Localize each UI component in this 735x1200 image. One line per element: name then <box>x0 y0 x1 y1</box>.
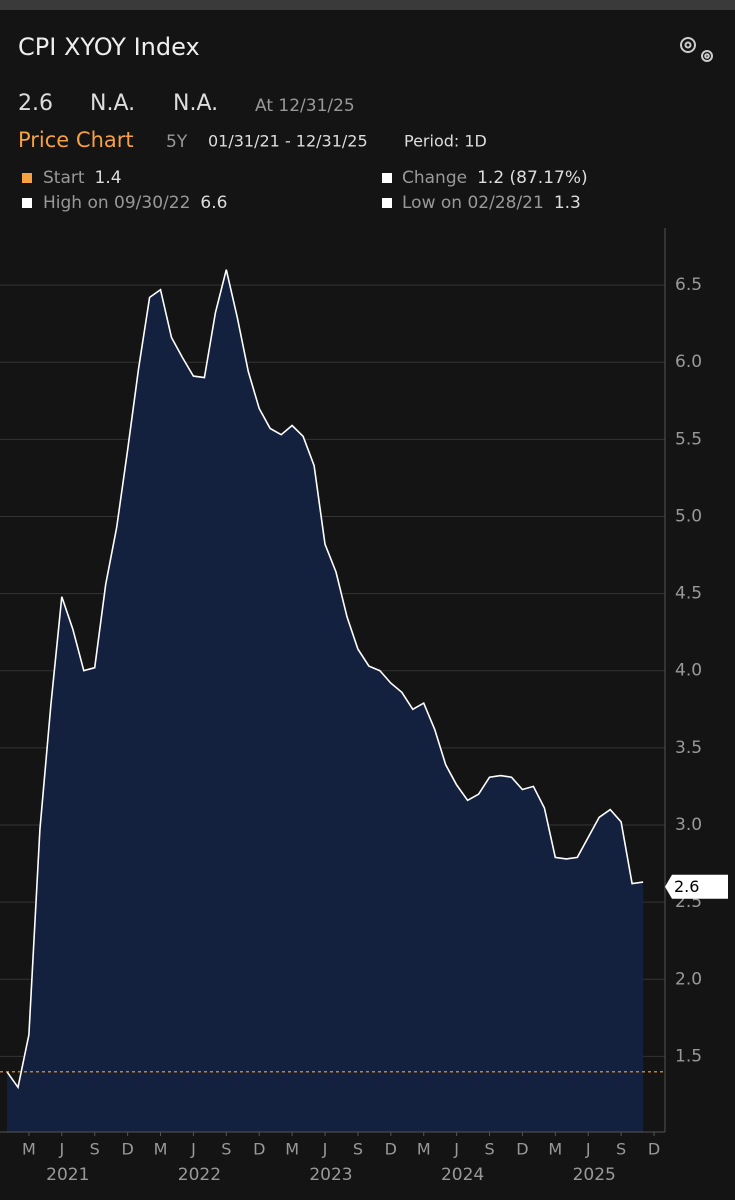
y-tick-label: 4.0 <box>675 661 702 681</box>
as-of: At 12/31/25 <box>255 96 355 116</box>
x-year-label: 2021 <box>46 1165 89 1185</box>
stat: Low on 02/28/21 1.3 <box>402 193 581 213</box>
x-tick-label: D <box>385 1140 397 1159</box>
x-year-label: 2024 <box>441 1165 484 1185</box>
y-tick-label: 4.5 <box>675 584 702 604</box>
x-tick-label: S <box>90 1140 100 1159</box>
period: Period: 1D <box>404 132 487 151</box>
x-tick-label: M <box>417 1140 431 1159</box>
bullet <box>22 198 32 208</box>
y-tick-label: 1.5 <box>675 1046 702 1066</box>
stat: Change 1.2 (87.17%) <box>402 168 588 188</box>
y-tick-label: 3.0 <box>675 815 702 835</box>
x-tick-label: S <box>484 1140 494 1159</box>
title: CPI XYOY Index <box>18 33 200 61</box>
x-tick-label: D <box>253 1140 265 1159</box>
x-tick-label: D <box>516 1140 528 1159</box>
y-tick-label: 5.5 <box>675 429 702 449</box>
y-tick-label: 5.0 <box>675 506 702 526</box>
date-range: 01/31/21 - 12/31/25 <box>208 132 368 151</box>
line <box>6 269 644 1090</box>
y-tick-label: 6.0 <box>675 352 702 372</box>
x-tick-label: J <box>58 1140 64 1159</box>
area <box>7 269 644 1132</box>
y-tick-label: 6.5 <box>675 275 702 295</box>
x-year-label: 2022 <box>178 1165 221 1185</box>
bullet <box>22 173 32 183</box>
stat-label: High on 09/30/22 <box>43 193 190 213</box>
net-change: N.A. <box>90 91 135 116</box>
stat-label: Low on 02/28/21 <box>402 193 544 213</box>
y-tick-label: 2.0 <box>675 969 702 989</box>
pct-change: N.A. <box>173 91 218 116</box>
x-tick-label: J <box>190 1140 196 1159</box>
plot: 1.52.02.53.03.54.04.55.05.56.06.5M J S D M J S… <box>0 228 728 1185</box>
stat-value: 1.2 (87.17%) <box>477 168 588 188</box>
x-tick-label: J <box>585 1140 591 1159</box>
stat-label: Change <box>402 168 467 188</box>
chart-label[interactable]: Price Chart <box>18 128 134 152</box>
stat: High on 09/30/22 6.6 <box>43 193 227 213</box>
x-tick-label: M <box>154 1140 168 1159</box>
x-tick-label: M <box>548 1140 562 1159</box>
last-value-tag-label: 2.6 <box>674 877 699 896</box>
y-tick-label: 3.5 <box>675 738 702 758</box>
x-tick-label: J <box>453 1140 459 1159</box>
bullet <box>382 198 392 208</box>
stat-label: Start <box>43 168 85 188</box>
x-tick-label: D <box>648 1140 660 1159</box>
x-tick-label: S <box>616 1140 626 1159</box>
last-value-tag <box>665 874 728 899</box>
x-tick-label: M <box>285 1140 299 1159</box>
stat-value: 1.4 <box>95 168 122 188</box>
stat-value: 6.6 <box>200 193 227 213</box>
stat-value: 1.3 <box>554 193 581 213</box>
top-strip <box>0 0 735 10</box>
x-year-label: 2023 <box>309 1165 352 1185</box>
x-year-label: 2025 <box>573 1165 616 1185</box>
x-tick-label: M <box>22 1140 36 1159</box>
stat: Start 1.4 <box>43 168 122 188</box>
range[interactable]: 5Y <box>166 132 188 152</box>
x-tick-label: D <box>121 1140 133 1159</box>
x-tick-label: S <box>221 1140 231 1159</box>
bullet <box>382 173 392 183</box>
last-value: 2.6 <box>18 91 53 116</box>
x-tick-label: S <box>353 1140 363 1159</box>
settings-icon[interactable] <box>680 37 713 62</box>
x-tick-label: J <box>322 1140 328 1159</box>
